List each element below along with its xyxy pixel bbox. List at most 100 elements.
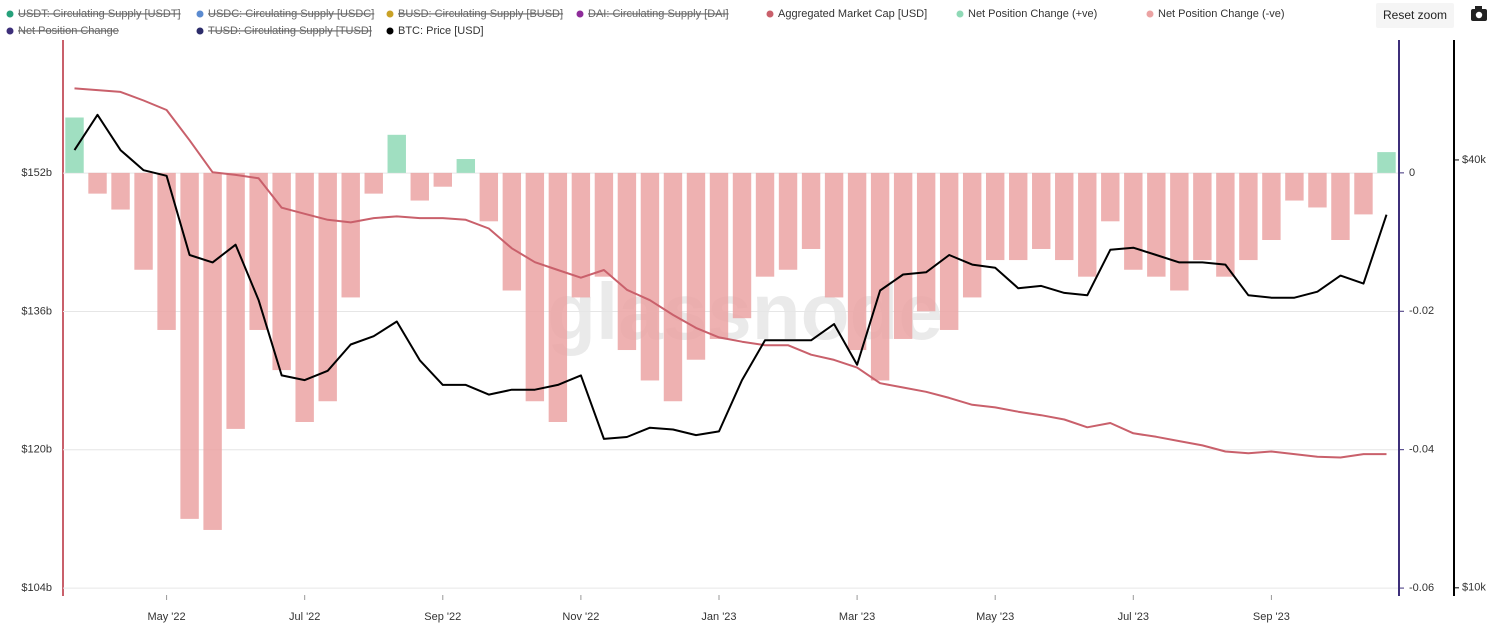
x-tick-label: Sep '23 <box>1253 611 1290 623</box>
bar <box>870 172 890 381</box>
y2-tick-label: -0.04 <box>1409 444 1434 456</box>
bar <box>295 172 314 422</box>
bar <box>939 172 959 330</box>
bar <box>1147 172 1166 277</box>
bar <box>525 172 545 402</box>
camera-button[interactable] <box>1471 6 1487 21</box>
legend-label: USDT: Circulating Supply [USDT] <box>18 8 181 20</box>
bar <box>272 172 291 371</box>
legend-label: USDC: Circulating Supply [USDC] <box>208 8 374 20</box>
reset-zoom-button[interactable]: Reset zoom <box>1376 3 1454 28</box>
bar <box>1216 172 1235 277</box>
bar <box>1193 172 1212 261</box>
y-tick-label: $120b <box>21 444 52 456</box>
legend-marker <box>196 10 204 18</box>
x-tick-label: Jul '23 <box>1118 611 1149 623</box>
y-tick-label: $104b <box>21 582 52 594</box>
x-tick-label: Sep '22 <box>424 611 461 623</box>
bar <box>111 172 130 210</box>
bar <box>180 172 199 519</box>
line <box>74 87 1387 459</box>
reset-zoom-bg[interactable] <box>1376 3 1454 28</box>
bar <box>617 172 637 351</box>
legend-label: Net Position Change (+ve) <box>968 8 1097 20</box>
y3-tick-label: $10k <box>1462 582 1486 594</box>
bar <box>1377 152 1396 173</box>
bar <box>1354 172 1373 215</box>
bar <box>203 172 222 530</box>
bar <box>1078 172 1097 277</box>
bar <box>548 172 568 422</box>
bar <box>893 172 913 339</box>
legend-marker <box>6 10 14 18</box>
x-tick-label: Mar '23 <box>839 611 875 623</box>
y-tick-label: $136b <box>21 305 52 317</box>
bar <box>410 172 429 201</box>
bar <box>1262 172 1281 240</box>
bar <box>962 172 982 298</box>
bar <box>640 172 660 381</box>
bar <box>226 172 245 429</box>
bar <box>433 172 452 187</box>
legend-marker <box>386 10 394 18</box>
line <box>73 113 1388 440</box>
bar <box>755 172 775 277</box>
legend-marker <box>956 10 964 18</box>
camera-top[interactable] <box>1475 6 1482 10</box>
bar <box>732 172 752 319</box>
bar <box>1124 172 1143 270</box>
reset-zoom-label[interactable]: Reset zoom <box>1383 8 1447 22</box>
bar <box>1170 172 1189 291</box>
bar <box>318 172 337 402</box>
bar <box>847 172 867 351</box>
legend-marker <box>196 27 204 35</box>
bar <box>456 159 476 173</box>
camera-lens[interactable] <box>1475 11 1483 19</box>
bar <box>157 172 176 330</box>
bar <box>341 172 360 298</box>
x-tick-label: Jan '23 <box>701 611 736 623</box>
x-tick-label: Nov '22 <box>562 611 599 623</box>
legend-marker <box>6 27 14 35</box>
legend-marker <box>576 10 584 18</box>
bar <box>1285 172 1304 201</box>
bar <box>134 172 153 270</box>
y2-tick-label: -0.06 <box>1409 582 1434 594</box>
legend-marker <box>386 27 394 35</box>
bar <box>1101 172 1120 222</box>
legend-label: Net Position Change (-ve) <box>1158 8 1285 20</box>
bar <box>1009 172 1028 261</box>
bar <box>1239 172 1258 261</box>
bar <box>824 172 844 298</box>
bar <box>686 172 706 360</box>
bar <box>1308 172 1327 208</box>
bar <box>479 172 499 222</box>
bar <box>985 172 1005 261</box>
bar <box>663 172 683 402</box>
y2-tick-label: -0.02 <box>1409 305 1434 317</box>
bar <box>801 172 821 249</box>
bar <box>249 172 268 330</box>
bar <box>1331 172 1350 240</box>
y3-tick-label: $40k <box>1462 154 1486 166</box>
legend-marker <box>1146 10 1154 18</box>
legend-label: Net Position Change <box>18 25 119 37</box>
bar <box>1032 172 1051 249</box>
bar <box>778 172 798 270</box>
y-tick-label: $152b <box>21 167 52 179</box>
bar <box>65 117 84 173</box>
legend-label: DAI: Circulating Supply [DAI] <box>588 8 729 20</box>
bar <box>502 172 522 291</box>
bar <box>387 134 406 173</box>
y2-tick-label: 0 <box>1409 167 1415 179</box>
legend-label: TUSD: Circulating Supply [TUSD] <box>208 25 372 37</box>
legend-label: BUSD: Circulating Supply [BUSD] <box>398 8 563 20</box>
bar <box>709 172 729 339</box>
x-tick-label: May '23 <box>976 611 1014 623</box>
x-tick-label: Jul '22 <box>289 611 320 623</box>
bar <box>88 172 107 194</box>
legend-label: Aggregated Market Cap [USD] <box>778 8 927 20</box>
bar <box>364 172 383 194</box>
bar <box>1055 172 1074 261</box>
